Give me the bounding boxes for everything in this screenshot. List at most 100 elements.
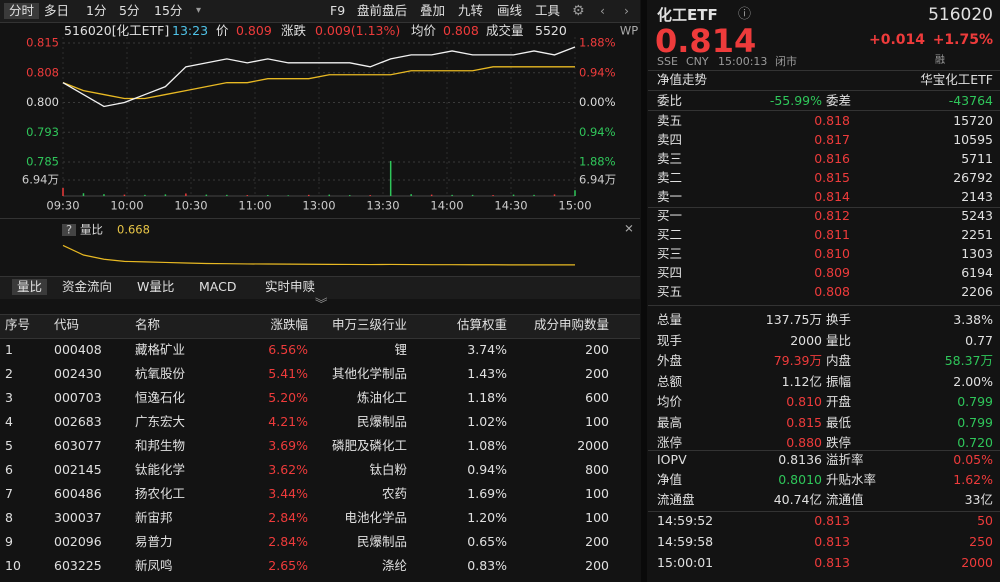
volume-tick-label: 6.94万 [579, 172, 616, 186]
intraday-chart: ? ✕ WP ⌄ 0.8150.8080.8000.7930.7851.88%0… [0, 24, 640, 266]
value: 0.05% [953, 452, 993, 467]
table-cell: 0.65% [467, 534, 507, 549]
table-header[interactable]: 涨跌幅 [270, 317, 308, 332]
table-cell: 民爆制品 [356, 534, 407, 549]
ask-volume: 2143 [961, 189, 993, 204]
toolbar-button[interactable]: 画线 [497, 3, 523, 18]
ratio-line [62, 244, 576, 266]
tab[interactable]: 5分 [119, 3, 140, 18]
bid-volume: 1303 [961, 246, 993, 261]
table-header[interactable]: 估算权重 [456, 317, 507, 332]
table-cell: 和邦生物 [135, 438, 186, 453]
toolbar-button[interactable]: 盘前盘后 [357, 3, 408, 18]
table-header[interactable]: 代码 [54, 317, 80, 332]
table-cell: 涤纶 [381, 558, 407, 573]
table-cell: 200 [585, 534, 609, 549]
table-cell: 600486 [54, 486, 102, 501]
ask-price: 0.817 [814, 132, 850, 147]
table-cell: 603077 [54, 438, 102, 453]
table-cell: 1 [5, 342, 13, 357]
toolbar-button[interactable]: F9 [330, 3, 346, 18]
time: 13:23 [172, 23, 209, 38]
table-header[interactable]: 申万三级行业 [331, 317, 407, 332]
trade-volume: 250 [969, 534, 993, 549]
ask-label: 卖三 [657, 151, 683, 166]
value: 40.74亿 [773, 492, 822, 507]
more-dropdown[interactable]: ▾ [196, 5, 202, 16]
toolbar-button[interactable]: 叠加 [420, 3, 446, 18]
table-cell: 9 [5, 534, 13, 549]
y-tick-label: 0.793 [26, 125, 59, 139]
badge: 融 [935, 55, 945, 66]
table-cell: 7 [5, 486, 13, 501]
table-cell: 2.65% [268, 558, 308, 573]
tab[interactable]: 多日 [44, 3, 70, 18]
bottom-tab[interactable]: 量比 [12, 279, 48, 295]
settings-icon[interactable]: ⚙ [572, 3, 585, 19]
ask-volume: 10595 [953, 132, 993, 147]
table-cell: 3.69% [268, 438, 308, 453]
toolbar-button[interactable]: 工具 [535, 3, 561, 18]
label: 流通值 [826, 492, 864, 507]
bid-label: 买三 [657, 246, 683, 261]
trade-price: 0.813 [814, 513, 850, 528]
value: 137.75万 [765, 312, 822, 327]
close-icon[interactable]: ✕ [624, 222, 634, 236]
nav-trend[interactable]: 净值走势 [657, 72, 708, 87]
table-cell: 其他化学制品 [331, 366, 407, 381]
tab[interactable]: 分时 [4, 3, 40, 19]
label: 内盘 [826, 353, 852, 368]
value: -55.99% [769, 93, 822, 108]
table-cell: 0.94% [467, 462, 507, 477]
tab[interactable]: 1分 [86, 3, 107, 18]
value: 0.799 [957, 394, 993, 409]
value: 3.38% [953, 312, 993, 327]
x-tick-label: 15:00 [558, 199, 591, 213]
toolbar-button[interactable]: 九转 [458, 3, 484, 18]
bottom-tab[interactable]: W量比 [137, 279, 175, 294]
table-cell: 6.56% [268, 342, 308, 357]
y2-tick-label: 1.88% [579, 155, 616, 169]
table-cell: 800 [585, 462, 609, 477]
table-header-bar [0, 314, 640, 339]
bottom-tab[interactable]: 资金流向 [62, 279, 113, 294]
divider [648, 305, 1000, 306]
ask-label: 卖二 [657, 170, 683, 185]
label: 最低 [826, 414, 852, 430]
table-header[interactable]: 序号 [5, 317, 31, 332]
left-divider [641, 0, 647, 582]
tab[interactable]: 15分 [154, 3, 183, 18]
bottom-tab[interactable]: 实时申赎 [265, 279, 316, 294]
ask-volume: 5711 [961, 151, 993, 166]
divider [648, 207, 1000, 208]
table-header[interactable]: 成分申购数量 [533, 317, 609, 332]
label: 净值 [657, 472, 683, 487]
label: 振幅 [826, 373, 852, 389]
change-label: 涨跌 [281, 23, 307, 38]
bottom-tab[interactable]: MACD [199, 279, 237, 294]
table-cell: 扬农化工 [135, 486, 186, 501]
ask-price: 0.815 [814, 170, 850, 185]
bid-volume: 2206 [961, 284, 993, 299]
prev-icon[interactable]: ‹ [600, 3, 605, 18]
wp-icon[interactable]: WP [620, 24, 638, 38]
bid-label: 买五 [657, 284, 683, 299]
label: 现手 [657, 332, 683, 348]
y-tick-label: 0.815 [26, 36, 59, 50]
table-header[interactable]: 名称 [135, 317, 161, 332]
next-icon[interactable]: › [624, 3, 629, 18]
x-tick-label: 11:00 [238, 199, 271, 213]
expand-icon[interactable]: ︾ [315, 296, 328, 311]
y2-tick-label: 1.88% [579, 36, 616, 50]
label: 量比 [826, 332, 852, 348]
value: 2.00% [953, 373, 993, 389]
avg-label: 均价 [411, 23, 437, 38]
trade-time: 14:59:58 [657, 534, 714, 549]
label: 总额 [657, 373, 683, 389]
price-label: 价 [216, 23, 229, 38]
table-cell: 0.83% [467, 558, 507, 573]
table-cell: 新凤鸣 [135, 558, 173, 573]
market: SSE [657, 54, 678, 68]
info-icon[interactable]: ⓘ [738, 7, 752, 22]
